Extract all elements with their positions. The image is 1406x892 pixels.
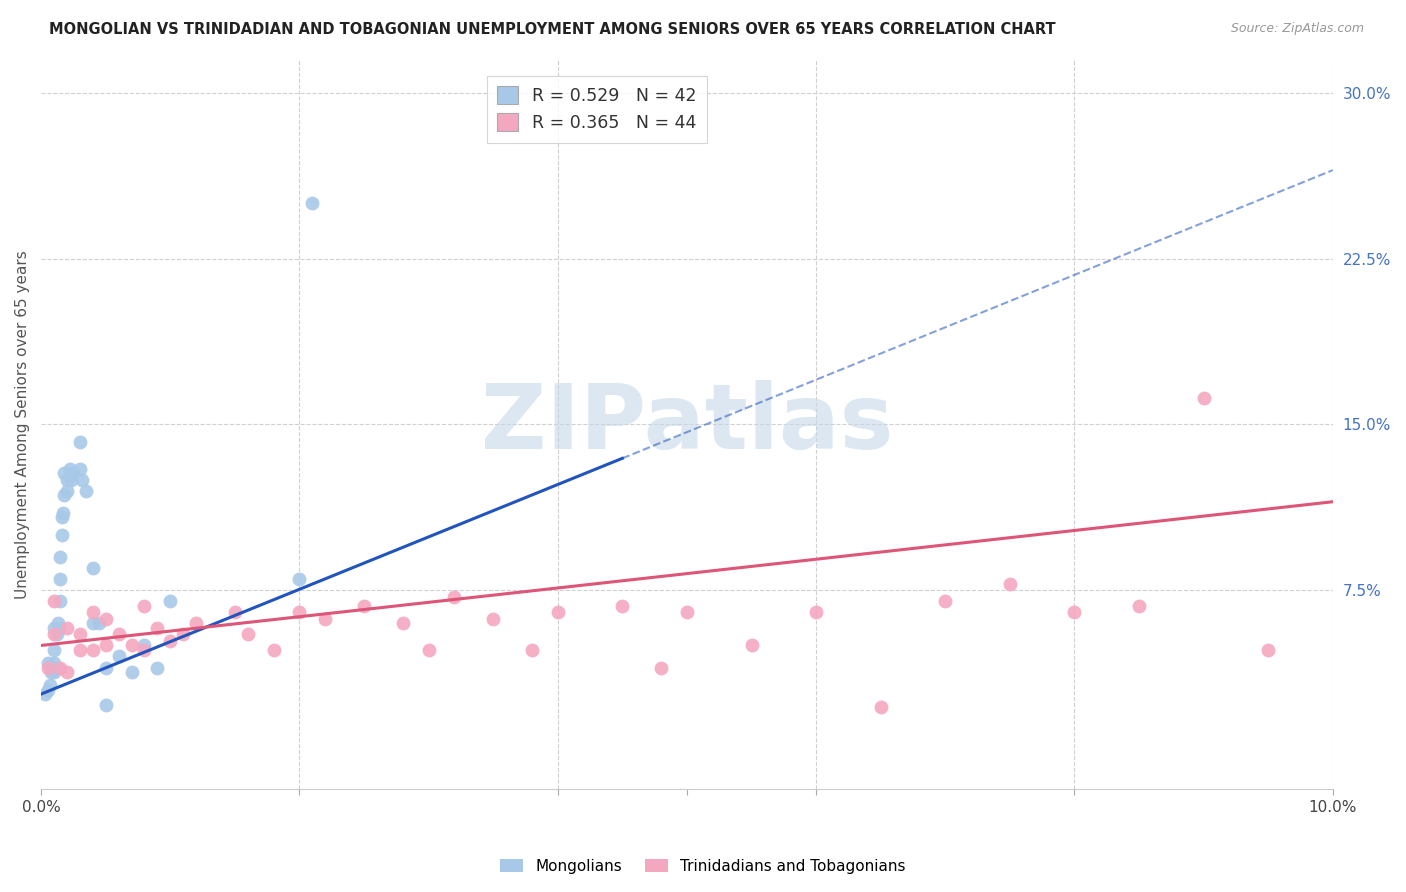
Point — [56, 665, 79, 679]
Point — [1128, 599, 1150, 613]
Point — [1063, 605, 1085, 619]
Point — [288, 572, 311, 586]
Point — [56, 621, 79, 635]
Point — [612, 599, 634, 613]
Point — [49, 572, 72, 586]
Point — [39, 678, 62, 692]
Point — [224, 605, 246, 619]
Point — [107, 649, 129, 664]
Point — [547, 605, 569, 619]
Point — [121, 665, 143, 679]
Point — [45, 660, 67, 674]
Point — [172, 627, 194, 641]
Point — [69, 627, 91, 641]
Text: ZIPatlas: ZIPatlas — [481, 380, 893, 468]
Point — [69, 435, 91, 450]
Point — [650, 660, 672, 674]
Point — [134, 599, 156, 613]
Point — [75, 483, 97, 498]
Point — [72, 473, 94, 487]
Point — [69, 643, 91, 657]
Point — [159, 634, 181, 648]
Point — [42, 621, 65, 635]
Point — [58, 461, 80, 475]
Point — [37, 660, 59, 674]
Point — [42, 643, 65, 657]
Point — [301, 196, 323, 211]
Point — [49, 549, 72, 564]
Point — [56, 473, 79, 487]
Point — [94, 612, 117, 626]
Point — [49, 660, 72, 674]
Point — [42, 594, 65, 608]
Point — [42, 665, 65, 679]
Point — [391, 616, 413, 631]
Point — [676, 605, 699, 619]
Text: MONGOLIAN VS TRINIDADIAN AND TOBAGONIAN UNEMPLOYMENT AMONG SENIORS OVER 65 YEARS: MONGOLIAN VS TRINIDADIAN AND TOBAGONIAN … — [49, 22, 1056, 37]
Point — [52, 506, 75, 520]
Point — [51, 528, 73, 542]
Point — [53, 488, 76, 502]
Point — [934, 594, 956, 608]
Point — [482, 612, 505, 626]
Point — [89, 616, 111, 631]
Point — [998, 576, 1021, 591]
Point — [82, 561, 104, 575]
Point — [1192, 391, 1215, 405]
Point — [94, 660, 117, 674]
Point — [82, 616, 104, 631]
Point — [41, 665, 63, 679]
Point — [159, 594, 181, 608]
Point — [804, 605, 827, 619]
Point — [146, 621, 169, 635]
Point — [53, 466, 76, 480]
Point — [46, 616, 69, 631]
Point — [263, 643, 285, 657]
Point — [48, 621, 70, 635]
Point — [37, 656, 59, 670]
Point — [94, 639, 117, 653]
Point — [134, 639, 156, 653]
Point — [418, 643, 440, 657]
Point — [443, 590, 465, 604]
Point — [45, 627, 67, 641]
Y-axis label: Unemployment Among Seniors over 65 years: Unemployment Among Seniors over 65 years — [15, 250, 30, 599]
Legend: R = 0.529   N = 42, R = 0.365   N = 44: R = 0.529 N = 42, R = 0.365 N = 44 — [486, 76, 707, 143]
Point — [107, 627, 129, 641]
Point — [94, 698, 117, 713]
Point — [184, 616, 207, 631]
Point — [288, 605, 311, 619]
Point — [520, 643, 543, 657]
Point — [146, 660, 169, 674]
Point — [42, 656, 65, 670]
Point — [37, 682, 59, 697]
Point — [59, 473, 82, 487]
Point — [62, 466, 84, 480]
Point — [49, 594, 72, 608]
Point — [69, 461, 91, 475]
Point — [82, 643, 104, 657]
Point — [82, 605, 104, 619]
Point — [236, 627, 259, 641]
Point — [1257, 643, 1279, 657]
Text: Source: ZipAtlas.com: Source: ZipAtlas.com — [1230, 22, 1364, 36]
Point — [869, 700, 891, 714]
Point — [121, 639, 143, 653]
Legend: Mongolians, Trinidadians and Tobagonians: Mongolians, Trinidadians and Tobagonians — [494, 853, 912, 880]
Point — [741, 639, 763, 653]
Point — [56, 483, 79, 498]
Point — [353, 599, 375, 613]
Point — [134, 643, 156, 657]
Point — [34, 687, 56, 701]
Point — [314, 612, 336, 626]
Point — [42, 627, 65, 641]
Point — [51, 510, 73, 524]
